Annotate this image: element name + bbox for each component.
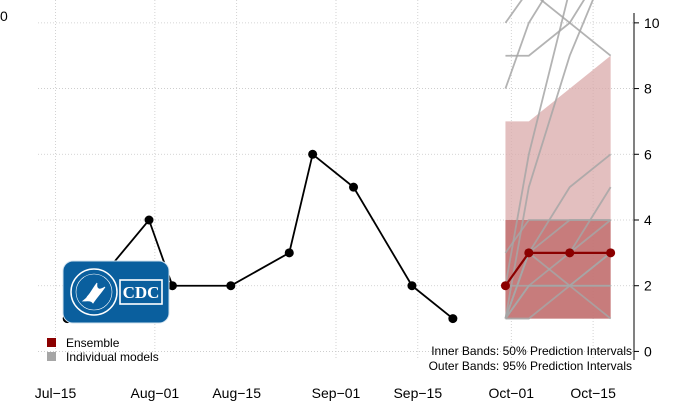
cdc-logo: CDC [62,260,170,324]
ensemble-median-point [606,248,616,258]
y-tick-label: 4 [644,212,652,228]
ensemble-median-series [500,248,616,291]
ensemble-median-point [500,281,510,291]
annotation-outer-bands: Outer Bands: 95% Prediction Intervals [429,359,632,373]
ensemble-median-point [524,248,534,258]
individual-model-line-15 [504,0,569,286]
ensemble-median-point [565,248,575,258]
individual-model-line-12 [505,0,586,57]
x-tick-label: Aug−15 [212,385,261,401]
y-tick-label: 0 [644,343,652,359]
observed-point [349,182,359,192]
x-axis: Jul−15 Aug−01 Aug−15 Sep−01 Sep−15 Oct−01 Oct−… [35,385,616,401]
cdc-wordmark-box [119,279,163,305]
legend: Ensemble Individual models [47,336,159,364]
individual-model-lines [504,0,612,320]
observed-point [144,215,154,225]
hhs-seal-icon [70,268,118,316]
legend-label-individual-models: Individual models [66,350,159,364]
x-tick-label: Sep−01 [312,385,361,401]
y-tick-label: 10 [644,15,660,31]
x-tick-label: Oct−01 [489,385,535,401]
individual-model-line-13 [504,0,612,57]
y-tick-label: 8 [644,81,652,97]
hhs-seal-inner-ring [75,273,113,311]
hhs-eagle-icon [81,282,106,304]
ensemble-inner-band-50 [505,220,611,319]
left-edge-tick-label: 0 [0,8,8,24]
cdc-wordmark: CDC [123,283,160,302]
observed-point [226,281,236,291]
individual-model-line-10 [504,251,612,319]
x-tick-label: Aug−01 [131,385,180,401]
observed-point [284,248,294,258]
legend-swatch-ensemble [47,338,56,347]
individual-model-line-6 [504,219,611,254]
observed-point [448,314,458,324]
observed-point [167,281,177,291]
ensemble-median-line [504,251,611,287]
individual-model-line-14 [504,0,594,319]
observed-point [308,149,318,159]
cdc-logo-background [62,260,170,324]
x-tick-label: Oct−15 [570,385,616,401]
x-tick-label: Jul−15 [35,385,77,401]
legend-swatch-individual-models [47,352,56,361]
observed-point [407,281,417,291]
y-tick-label: 2 [644,278,652,294]
annotation-inner-bands: Inner Bands: 50% Prediction Intervals [431,344,632,358]
x-tick-label: Sep−15 [393,385,442,401]
y-tick-label: 6 [644,146,652,162]
legend-label-ensemble: Ensemble [66,336,120,350]
y-axis: 0 2 4 6 8 10 [634,15,660,359]
